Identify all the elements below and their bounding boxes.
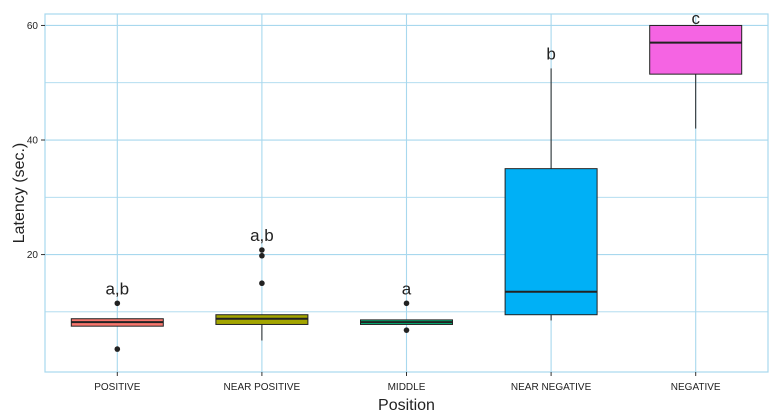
x-tick-label: NEAR NEGATIVE [511, 382, 592, 393]
outlier-point [403, 327, 410, 333]
box-middle [360, 300, 453, 333]
x-tick-label: MIDDLE [388, 382, 426, 393]
outlier-point [114, 346, 121, 352]
box-body [649, 24, 743, 75]
significance-label: b [546, 44, 555, 63]
significance-label: a,b [250, 226, 274, 245]
outlier-point [259, 247, 265, 253]
x-tick-label: NEGATIVE [671, 382, 721, 393]
y-tick-label: 40 [27, 136, 39, 147]
box-negative [649, 24, 743, 129]
box-body [504, 168, 598, 316]
significance-label: a,b [105, 279, 129, 298]
boxes [70, 24, 743, 352]
significance-label: a [402, 279, 412, 298]
x-tick-label: POSITIVE [94, 382, 140, 393]
outlier-point [403, 300, 410, 307]
outlier-point [114, 300, 121, 307]
y-tick-label: 20 [27, 250, 39, 261]
outlier-point [259, 252, 265, 259]
y-axis-title: Latency (sec.) [11, 143, 28, 243]
box-near-positive [215, 247, 309, 341]
box-near-negative [504, 68, 598, 321]
outlier-point [259, 280, 265, 287]
significance-label: c [691, 9, 700, 28]
x-axis-title: Position [378, 397, 435, 414]
box-positive [70, 300, 164, 352]
significance-labels: a,b a,b a b c [105, 9, 700, 298]
axes: 20 40 60 POSITIVE NEAR POSITIVE MIDDLE NEAR NE… [27, 21, 721, 393]
x-tick-label: NEAR POSITIVE [224, 382, 301, 393]
y-tick-label: 60 [27, 21, 39, 32]
